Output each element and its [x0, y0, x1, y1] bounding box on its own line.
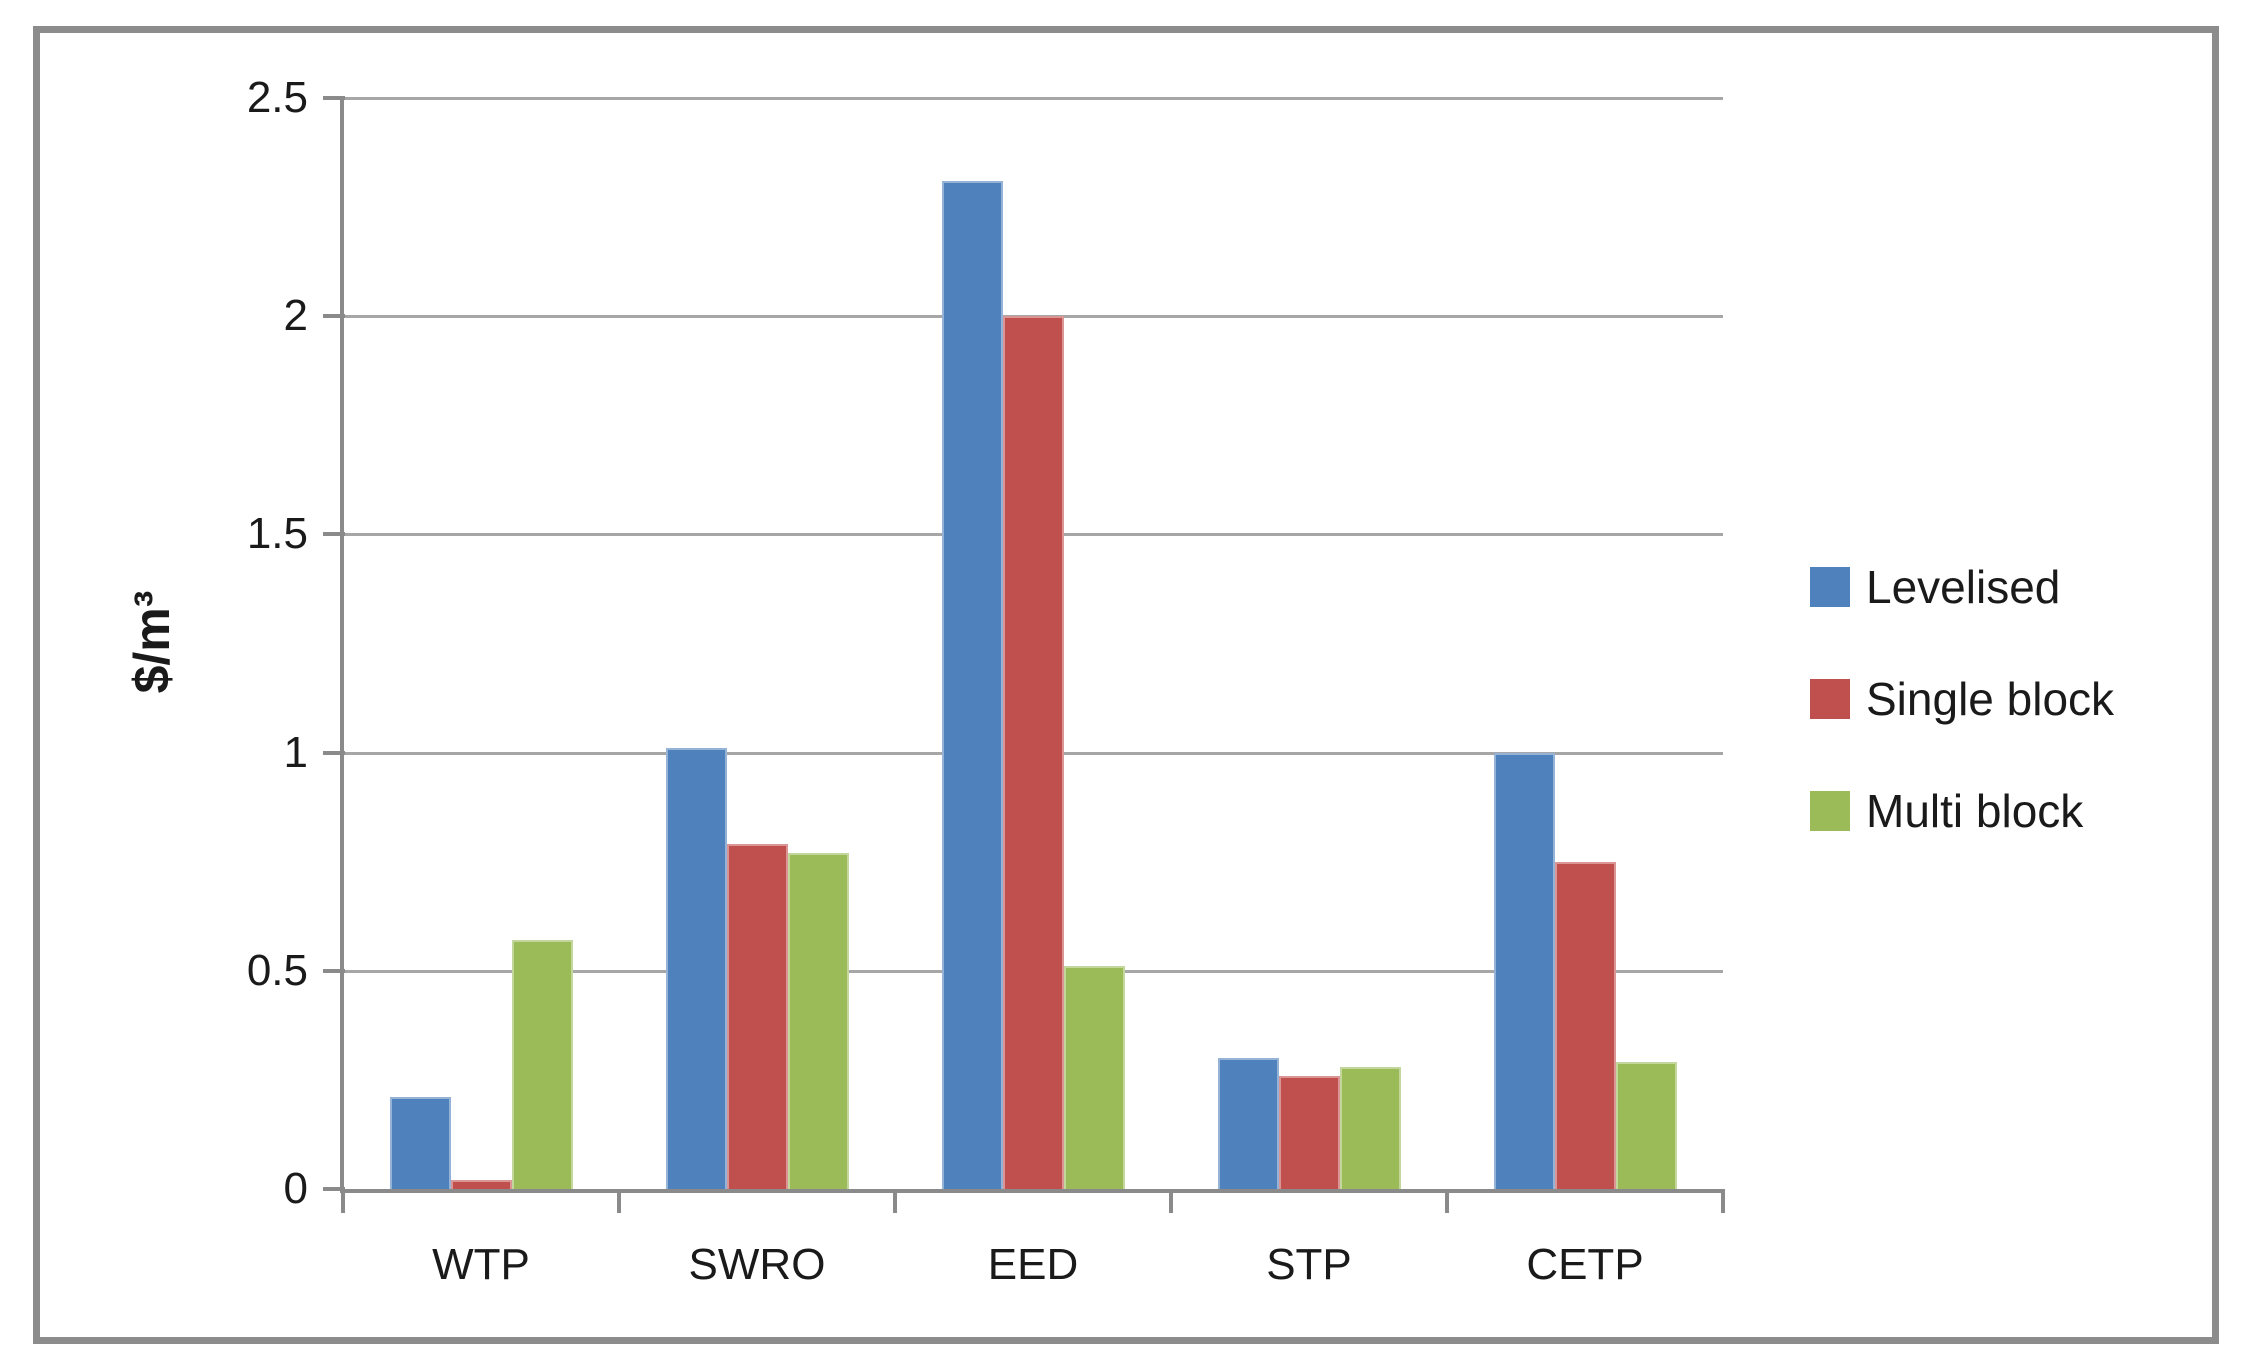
bar-single-block-stp [1278, 1075, 1340, 1189]
bar-multi-block-stp [1339, 1066, 1401, 1189]
legend-swatch-levelised [1810, 567, 1850, 607]
bar-levelised-stp [1217, 1058, 1279, 1189]
legend-item-levelised: Levelised [1810, 560, 2060, 614]
legend-item-single-block: Single block [1810, 672, 2114, 726]
y-tick-label: 2 [283, 291, 308, 341]
legend-swatch-multi-block [1810, 791, 1850, 831]
x-axis-label-stp: STP [1266, 1240, 1352, 1289]
legend-label: Levelised [1866, 561, 2061, 613]
y-tick-label: 1.5 [246, 509, 308, 559]
x-axis-label-eed: EED [987, 1240, 1079, 1289]
legend-label: Multi block [1866, 785, 2084, 837]
bar-multi-block-eed [1063, 966, 1125, 1189]
y-axis-title: $/m³ [124, 590, 180, 694]
x-tick-mark [1445, 1189, 1449, 1213]
y-tick-label: 0 [283, 1164, 308, 1213]
x-tick-mark [341, 1189, 345, 1213]
bar-levelised-cetp [1493, 752, 1555, 1189]
bar-single-block-eed [1002, 316, 1064, 1189]
x-axis-label-swro: SWRO [688, 1240, 826, 1289]
bar-levelised-swro [665, 748, 727, 1189]
legend-item-multi-block: Multi block [1810, 784, 2083, 838]
legend-swatch-single-block [1810, 679, 1850, 719]
x-axis-label-wtp: WTP [432, 1240, 530, 1289]
x-tick-mark [1721, 1189, 1725, 1213]
y-tick-label: 0.5 [246, 945, 308, 995]
bar-multi-block-swro [787, 852, 849, 1189]
y-axis-line [340, 98, 344, 1192]
x-tick-mark [617, 1189, 621, 1213]
y-tick-mark [323, 968, 345, 973]
bar-single-block-wtp [450, 1180, 512, 1189]
y-tick-mark [323, 314, 345, 319]
y-tick-label: 1 [283, 727, 308, 777]
x-axis-line [340, 1189, 1723, 1193]
x-tick-mark [1169, 1189, 1173, 1213]
bar-levelised-eed [941, 180, 1003, 1189]
bar-single-block-cetp [1554, 861, 1616, 1189]
y-tick-label: 2.5 [246, 73, 308, 122]
x-tick-mark [893, 1189, 897, 1213]
bar-multi-block-cetp [1615, 1062, 1677, 1189]
bar-levelised-wtp [389, 1097, 451, 1189]
y-tick-mark [323, 1187, 345, 1191]
y-tick-mark [323, 750, 345, 755]
legend-label: Single block [1866, 673, 2115, 725]
bar-multi-block-wtp [511, 940, 573, 1189]
gridline-2.5 [343, 97, 1723, 100]
bar-single-block-swro [726, 844, 788, 1189]
x-axis-label-cetp: CETP [1526, 1240, 1644, 1289]
y-tick-mark [323, 532, 345, 537]
y-tick-mark [323, 96, 345, 100]
